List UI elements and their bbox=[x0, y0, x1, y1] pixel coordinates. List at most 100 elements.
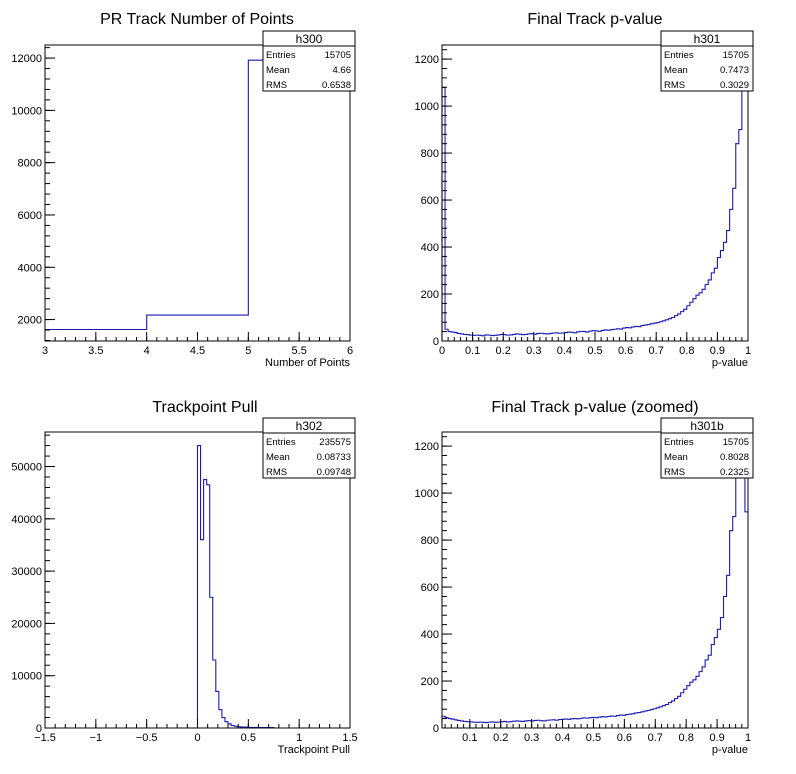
x-tick-label: −1 bbox=[90, 732, 103, 744]
x-tick-label: 1 bbox=[745, 732, 751, 744]
x-tick-label: 0.5 bbox=[586, 732, 601, 744]
x-tick-label: 0.4 bbox=[557, 345, 572, 357]
stats-label: Entries bbox=[664, 50, 694, 61]
stats-box-name: h300 bbox=[296, 32, 323, 46]
stats-box-frame bbox=[660, 417, 754, 479]
chart-h300: PR Track Number of Points 3 3.5 4 4.5 5 5.5 6 20… bbox=[11, 11, 356, 369]
x-tick-label: 1 bbox=[296, 732, 302, 744]
stats-box: h301b Entries 15705 Mean 0.8028 RMS 0.2325 bbox=[660, 417, 754, 479]
stats-value: 15705 bbox=[325, 50, 351, 61]
x-tick-label: 0.8 bbox=[679, 732, 694, 744]
stats-label: Entries bbox=[266, 437, 296, 448]
y-tick-label: 30000 bbox=[11, 566, 42, 578]
x-tick-label: 5 bbox=[245, 345, 251, 357]
x-tick-label: 0.4 bbox=[555, 732, 570, 744]
y-tick-label: 10000 bbox=[11, 105, 42, 117]
y-tick-label: 10000 bbox=[11, 671, 42, 683]
stats-value: 4.66 bbox=[333, 65, 352, 76]
x-tick-label: 0.8 bbox=[679, 345, 694, 357]
x-tick-label: 0.1 bbox=[462, 732, 477, 744]
stats-box-name: h301 bbox=[694, 32, 721, 46]
x-tick-label: −1.5 bbox=[34, 732, 56, 744]
y-tick-label: 400 bbox=[421, 242, 439, 254]
y-tick-label: 800 bbox=[421, 148, 439, 160]
y-tick-label: 0 bbox=[433, 336, 439, 348]
chart-title: Final Track p-value bbox=[527, 11, 662, 28]
x-axis-label: Trackpoint Pull bbox=[278, 744, 350, 756]
y-tick-label: 600 bbox=[421, 582, 439, 594]
chart-h302: Trackpoint Pull −1.5 −1 −0.5 0 0.5 1 1.5 0 10000 2… bbox=[11, 399, 357, 756]
stats-value: 15705 bbox=[723, 437, 749, 448]
histogram-line bbox=[441, 67, 748, 341]
x-axis-label: p-value bbox=[712, 744, 748, 756]
stats-box-frame bbox=[262, 30, 356, 92]
stats-value: 0.8028 bbox=[720, 452, 749, 463]
y-tick-label: 12000 bbox=[11, 53, 42, 65]
x-tick-label: −0.5 bbox=[136, 732, 158, 744]
x-tick-label: 0.5 bbox=[587, 345, 602, 357]
x-tick-label: 0.5 bbox=[241, 732, 256, 744]
histogram-line bbox=[45, 59, 350, 331]
stats-value: 0.3029 bbox=[720, 80, 749, 91]
y-tick-label: 0 bbox=[36, 723, 42, 735]
x-tick-label: 4 bbox=[144, 345, 150, 357]
y-tick-label: 600 bbox=[421, 195, 439, 207]
stats-value: 15705 bbox=[723, 50, 749, 61]
x-tick-label: 0.3 bbox=[526, 345, 541, 357]
stats-box-name: h301b bbox=[690, 419, 724, 433]
x-tick-label: 0 bbox=[439, 345, 445, 357]
x-tick-label: 0.7 bbox=[648, 732, 663, 744]
stats-label: Mean bbox=[664, 65, 688, 76]
y-tick-label: 1200 bbox=[415, 441, 439, 453]
stats-box-frame bbox=[660, 30, 754, 92]
x-tick-label: 3 bbox=[42, 345, 48, 357]
stats-label: Entries bbox=[266, 50, 296, 61]
stats-value: 0.6538 bbox=[322, 80, 351, 91]
y-tick-label: 8000 bbox=[18, 158, 42, 170]
stats-value: 0.7473 bbox=[720, 65, 749, 76]
x-axis-label: Number of Points bbox=[265, 357, 350, 369]
stats-label: Mean bbox=[664, 452, 688, 463]
x-tick-label: 0.9 bbox=[710, 345, 725, 357]
x-tick-label: 6 bbox=[347, 345, 353, 357]
x-tick-label: 1 bbox=[745, 345, 751, 357]
y-tick-label: 200 bbox=[421, 289, 439, 301]
y-tick-label: 0 bbox=[433, 723, 439, 735]
stats-label: Mean bbox=[266, 65, 290, 76]
chart-h301: Final Track p-value 0 0.1 0.2 0.3 0.4 0.5 0.6 0.… bbox=[415, 11, 754, 369]
y-tick-label: 800 bbox=[421, 535, 439, 547]
x-tick-label: 1.5 bbox=[342, 732, 357, 744]
x-tick-label: 0 bbox=[194, 732, 200, 744]
x-tick-label: 0.6 bbox=[617, 732, 632, 744]
x-tick-label: 3.5 bbox=[88, 345, 103, 357]
x-tick-label: 5.5 bbox=[292, 345, 307, 357]
plot-frame bbox=[441, 431, 749, 729]
chart-title: Final Track p-value (zoomed) bbox=[491, 399, 698, 416]
stats-value: 0.09748 bbox=[317, 467, 351, 478]
chart-h301b: Final Track p-value (zoomed) 0.1 0.2 0.3 0.4… bbox=[415, 399, 754, 756]
stats-label: RMS bbox=[664, 467, 685, 478]
y-tick-label: 1000 bbox=[415, 101, 439, 113]
stats-box-name: h302 bbox=[296, 419, 323, 433]
y-tick-label: 2000 bbox=[18, 315, 42, 327]
y-tick-label: 200 bbox=[421, 676, 439, 688]
histogram-line bbox=[196, 445, 275, 729]
stats-label: RMS bbox=[664, 80, 685, 91]
x-tick-label: 0.9 bbox=[709, 732, 724, 744]
stats-value: 235575 bbox=[319, 437, 351, 448]
x-tick-label: 0.2 bbox=[496, 345, 511, 357]
stats-value: 0.08733 bbox=[317, 452, 351, 463]
y-tick-label: 50000 bbox=[11, 462, 42, 474]
x-tick-label: 4.5 bbox=[190, 345, 205, 357]
stats-label: RMS bbox=[266, 467, 287, 478]
x-tick-label: 0.2 bbox=[493, 732, 508, 744]
y-tick-label: 400 bbox=[421, 629, 439, 641]
chart-title: Trackpoint Pull bbox=[152, 399, 257, 416]
histogram-line bbox=[441, 454, 748, 728]
x-tick-label: 0.7 bbox=[649, 345, 664, 357]
y-tick-label: 1200 bbox=[415, 54, 439, 66]
